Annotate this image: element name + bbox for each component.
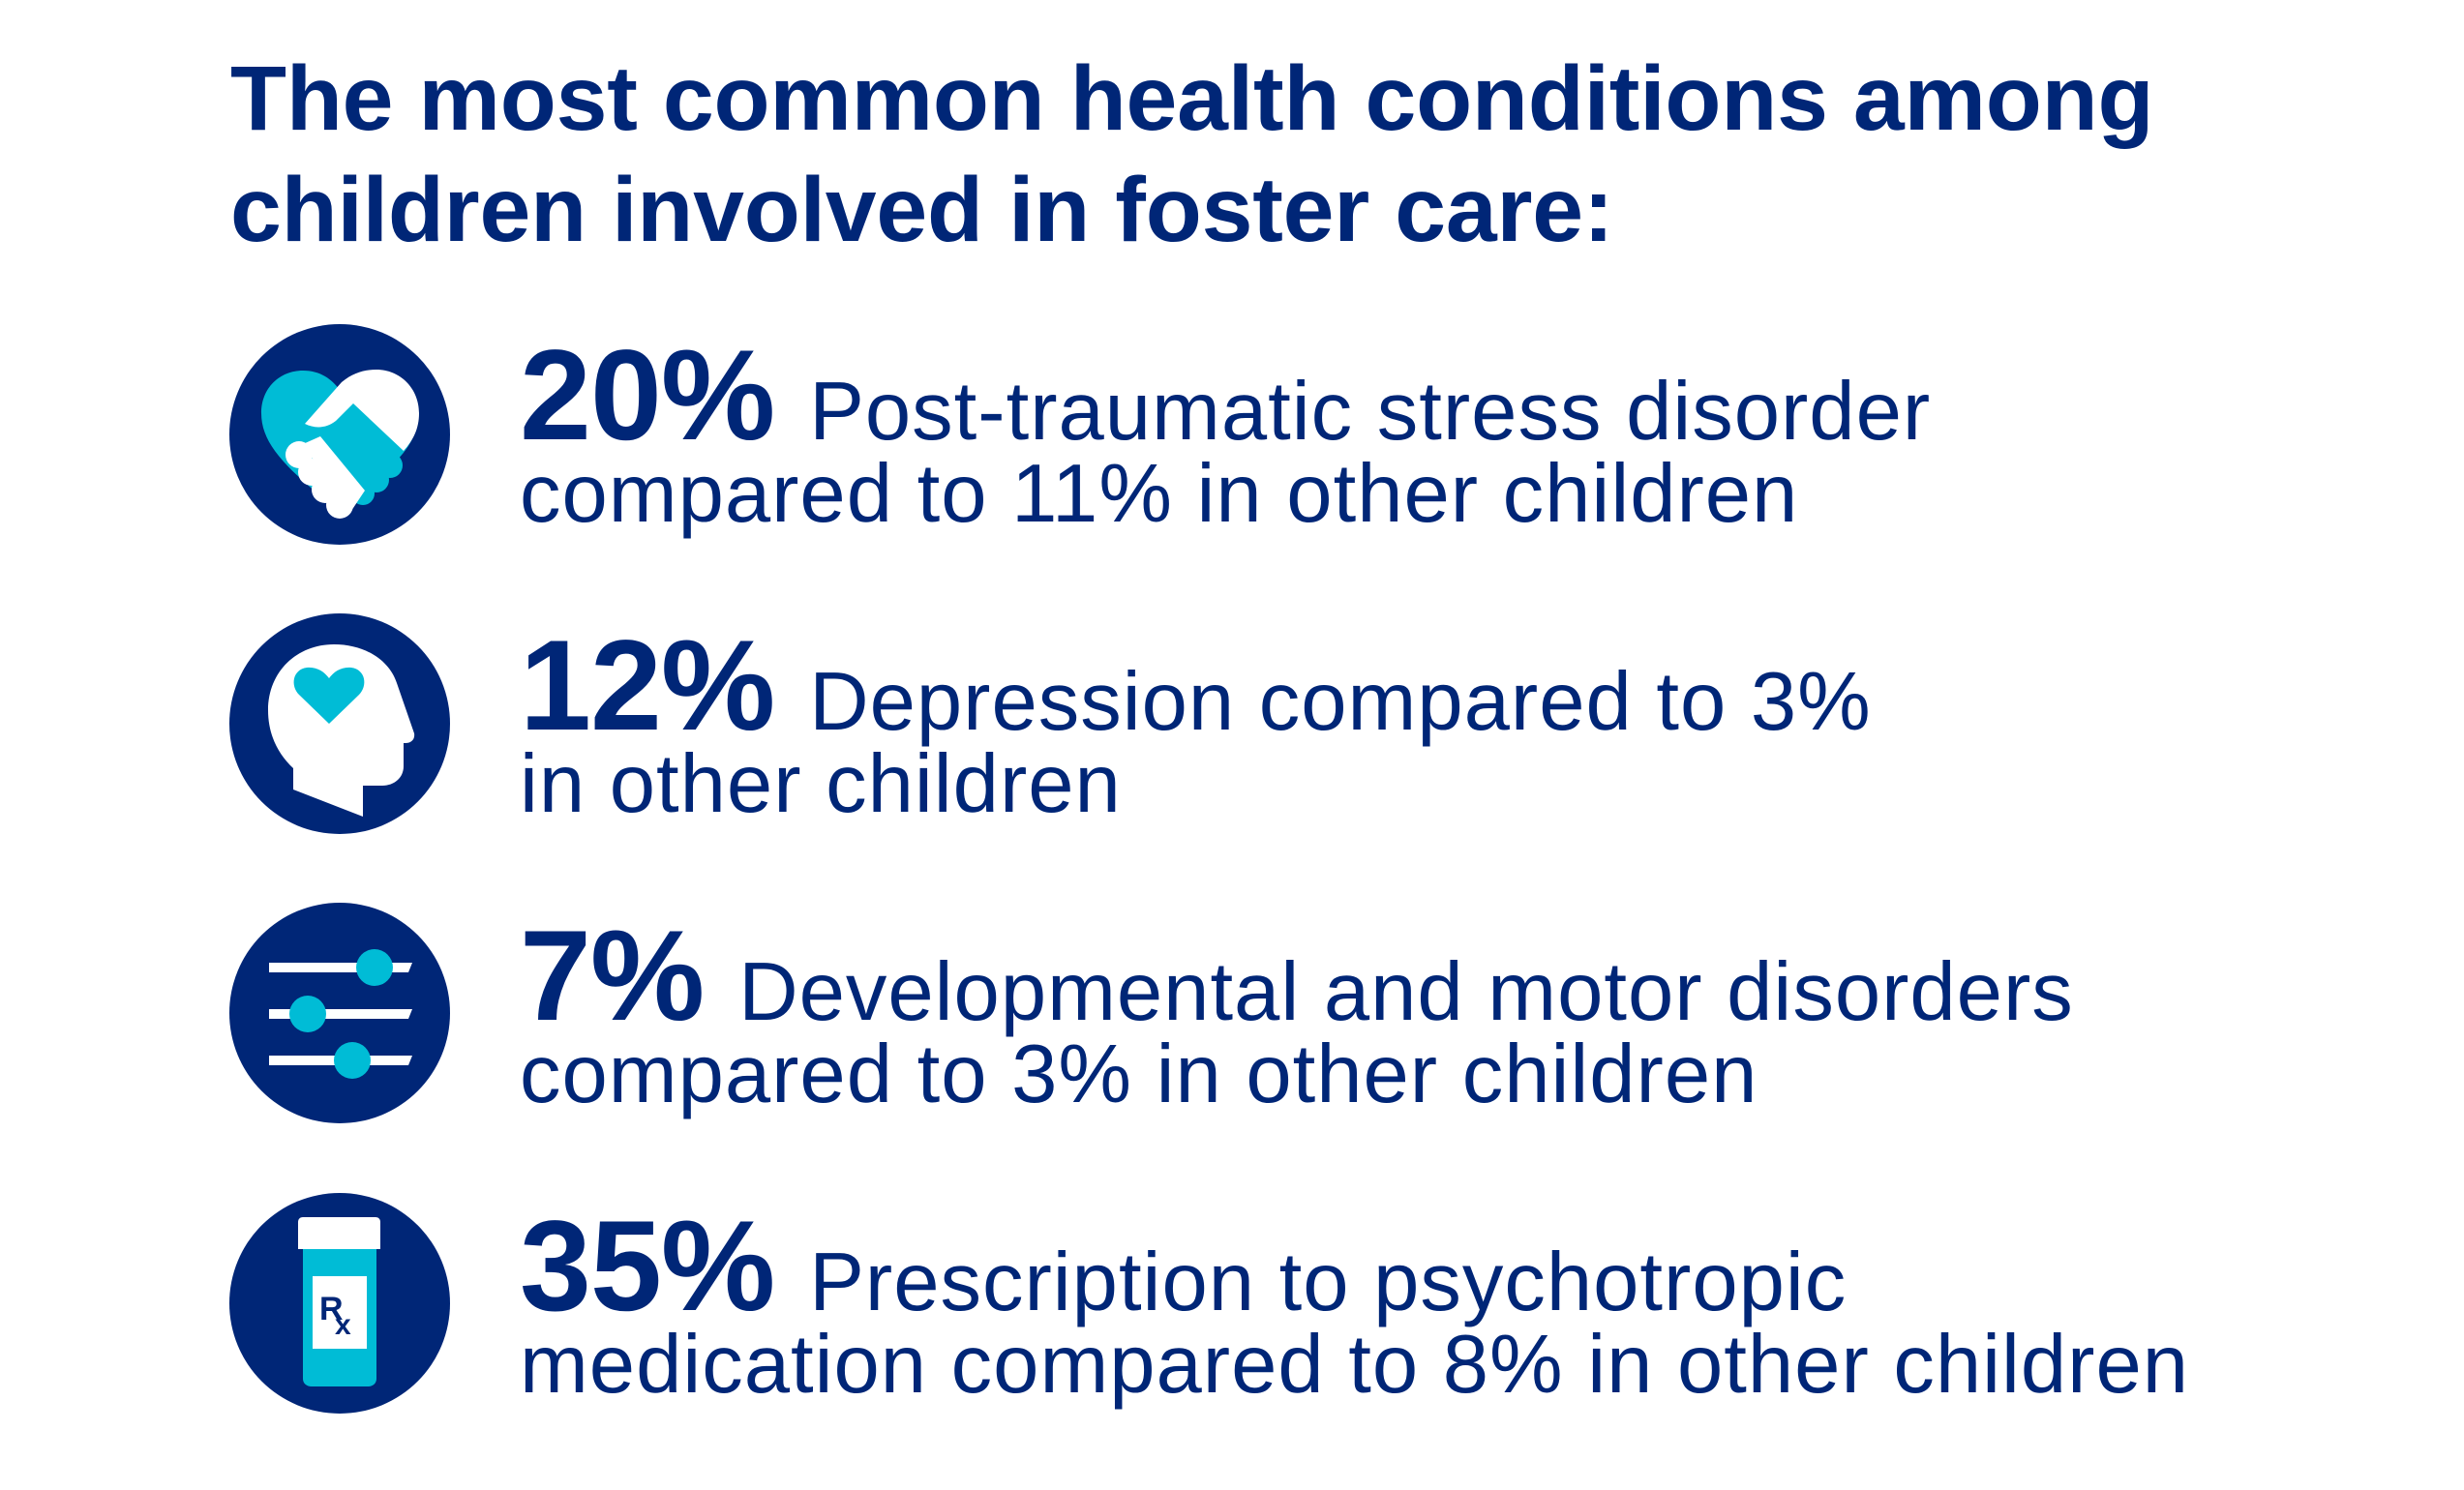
stat-value: 35% <box>520 1195 775 1338</box>
title-line-2: children involved in foster care: <box>230 159 1614 261</box>
stat-ptsd: 20% Post-traumatic stress disorder <box>520 328 1931 463</box>
rx-letter-x: x <box>335 1309 351 1341</box>
stat-comparison: in other children <box>520 738 1122 830</box>
stat-comparison: compared to 11% in other children <box>520 448 1799 540</box>
head-heart-icon <box>229 613 450 834</box>
stat-comparison: medication compared to 8% in other child… <box>520 1319 2190 1411</box>
handshake-heart-icon <box>229 324 450 545</box>
stat-description: Depression compared to 3% <box>809 656 1872 748</box>
stat-value: 12% <box>520 614 775 758</box>
stat-value: 7% <box>520 905 705 1048</box>
stat-comparison: compared to 3% in other children <box>520 1028 1758 1120</box>
title-line-1: The most common health conditions among <box>230 47 2154 150</box>
stat-prescription: 35% Prescription to psychotropic <box>520 1199 1847 1334</box>
stat-description: Developmental and motor disorders <box>738 946 2074 1038</box>
stat-value: 20% <box>520 324 775 467</box>
stat-depression: 12% Depression compared to 3% <box>520 618 1872 754</box>
rx-letter-r: R <box>319 1291 344 1327</box>
stat-description: Post-traumatic stress disorder <box>809 366 1932 458</box>
stat-description: Prescription to psychotropic <box>809 1237 1848 1328</box>
prescription-bottle-icon: R x <box>229 1193 450 1414</box>
stat-developmental: 7% Developmental and motor disorders <box>520 909 2074 1044</box>
sliders-icon <box>229 903 450 1123</box>
infographic-title: The most common health conditions among … <box>230 44 2153 266</box>
